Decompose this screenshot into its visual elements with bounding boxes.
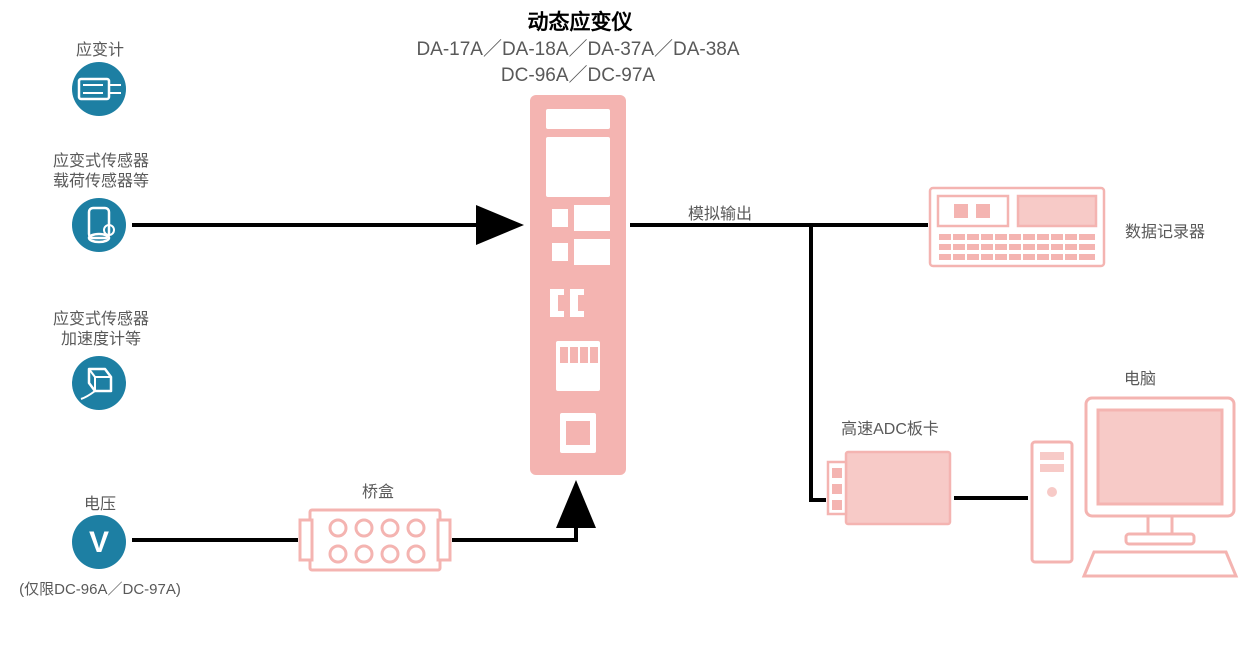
connectors bbox=[0, 0, 1258, 652]
